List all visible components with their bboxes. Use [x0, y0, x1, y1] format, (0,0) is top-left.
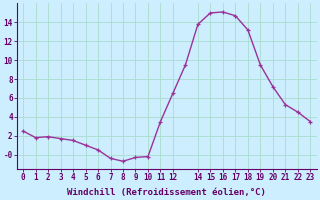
X-axis label: Windchill (Refroidissement éolien,°C): Windchill (Refroidissement éolien,°C): [67, 188, 266, 197]
